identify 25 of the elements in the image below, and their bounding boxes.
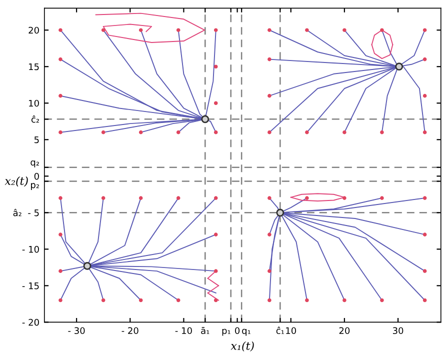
y-tick-label: ĉ₂ [31, 115, 39, 123]
y-tick-label: - 10 [22, 246, 39, 253]
y-tick-label: 0 [34, 172, 39, 180]
x-tick-label: - 10 [175, 327, 192, 334]
x-tick-label: 20 [339, 327, 350, 334]
y-tick-label: â₂ - 5 [13, 208, 39, 216]
x-tick-label: q₁ [242, 328, 250, 336]
x-tick-label: ā₁ [201, 327, 210, 334]
y-tick-label: 15 [29, 63, 39, 70]
y-tick-label: p₂ [31, 183, 39, 190]
y-tick-label: 20 [28, 26, 39, 34]
y-axis-title: x₂(t) [4, 176, 28, 187]
x-tick-label: - 20 [122, 327, 138, 334]
x-tick-label: ĉ₁ [276, 326, 284, 334]
x-axis-title: x₁(t) [230, 341, 254, 352]
x-tick-label: 30 [392, 327, 404, 334]
y-tick-label: - 15 [22, 282, 39, 290]
y-tick-label: - 20 [22, 318, 39, 326]
x-tick-label: p₁ [222, 328, 230, 336]
x-tick-label: 10 [286, 327, 296, 334]
y-tick-label: 5 [34, 136, 39, 144]
x-tick-label: 0 [235, 327, 240, 334]
x-tick-label: - 30 [68, 327, 85, 334]
y-tick-label: q₂ [30, 160, 39, 168]
y-tick-label: 10 [29, 100, 39, 107]
